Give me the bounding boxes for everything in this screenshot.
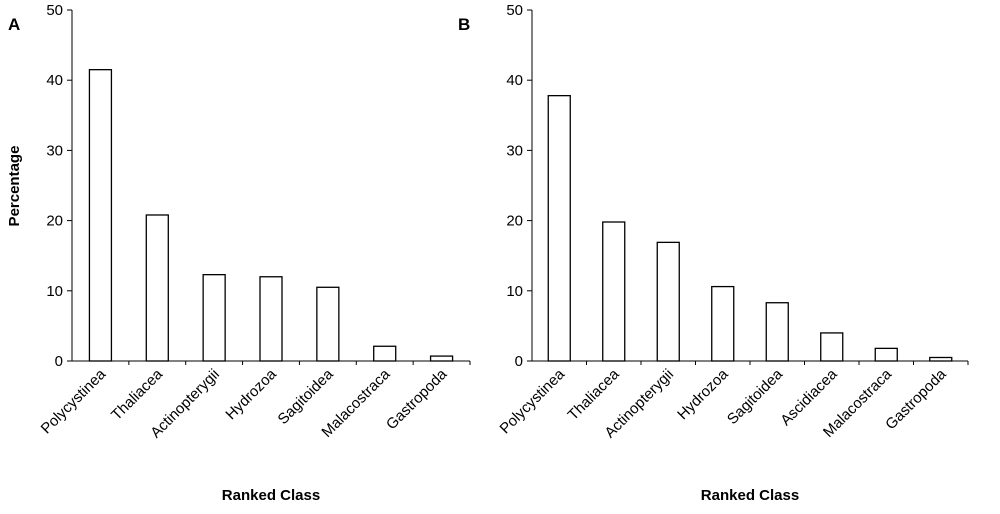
panel-a-letter: A xyxy=(8,15,20,34)
panel-a-bar xyxy=(202,274,226,362)
panel-a-bar xyxy=(429,355,454,362)
panel-b-y-tick-label: 30 xyxy=(506,142,523,159)
panel-b-category-label: Thaliacea xyxy=(565,365,623,423)
panel-a-y-tick-label: 20 xyxy=(46,213,63,230)
panel-b-bar xyxy=(711,285,735,362)
panel-a-category-label: Gastropoda xyxy=(383,365,451,433)
panel-b-category-label: Sagitoidea xyxy=(724,365,787,428)
panel-b-bar xyxy=(874,347,898,362)
panel-a-chart: A01020304050PolycystineaThaliaceaActinop… xyxy=(8,2,471,504)
panel-b-chart: B01020304050PolycystineaThaliaceaActinop… xyxy=(458,2,969,504)
panel-b-y-tick-label: 0 xyxy=(515,353,523,370)
panel-a-category-label: Thaliacea xyxy=(108,365,166,423)
panel-a-category-label: Hydrozoa xyxy=(222,365,280,423)
panel-b-y-tick-label: 10 xyxy=(506,283,523,300)
panel-b-category-label: Polycystinea xyxy=(497,365,569,437)
panel-b-bar xyxy=(820,332,844,362)
panel-a-bar xyxy=(259,276,283,362)
panel-b-category-label: Hydrozoa xyxy=(674,365,732,423)
panel-a-category-label: Polycystinea xyxy=(38,365,110,437)
panel-a-y-tick-label: 0 xyxy=(55,353,63,370)
panel-a-bar xyxy=(145,214,169,362)
panel-a-y-tick-label: 50 xyxy=(46,2,63,19)
panel-a-bar xyxy=(373,345,397,362)
panel-b-bar xyxy=(929,356,953,362)
panel-a-bar xyxy=(88,69,113,362)
panel-a-y-tick-label: 10 xyxy=(46,283,63,300)
panel-b-bar xyxy=(765,302,789,362)
panel-b-x-axis-title: Ranked Class xyxy=(701,487,799,504)
panel-a-y-tick-label: 40 xyxy=(46,72,63,89)
panel-a-y-tick-label: 30 xyxy=(46,142,63,159)
panel-b-y-tick-label: 20 xyxy=(506,213,523,230)
panel-b-y-tick-label: 40 xyxy=(506,72,523,89)
y-axis-title: Percentage xyxy=(6,146,23,227)
panel-b-letter: B xyxy=(458,15,470,34)
panel-b-bar xyxy=(547,94,571,362)
panel-a-x-axis-title: Ranked Class xyxy=(222,487,320,504)
panel-b-bar xyxy=(656,241,680,362)
panel-b-bar xyxy=(602,221,626,362)
panel-b-y-tick-label: 50 xyxy=(506,2,523,19)
panel-a-bar xyxy=(316,286,340,362)
